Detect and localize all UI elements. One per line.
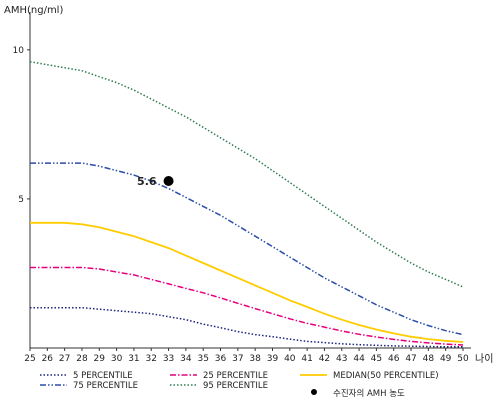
chart-axes: AMH(ng/ml) 나이 <box>4 5 493 365</box>
chart-legend: 5 PERCENTILE 25 PERCENTILE MEDIAN(50 PERCE… <box>40 371 439 399</box>
x-tick-label: 26 <box>42 354 54 364</box>
x-tick-label: 41 <box>301 354 312 364</box>
x-tick-label: 43 <box>336 354 347 364</box>
x-tick-label: 44 <box>353 354 365 364</box>
y-tick-label: 5 <box>18 195 24 205</box>
series-line-3 <box>30 162 464 336</box>
x-tick-label: 37 <box>232 354 243 364</box>
series-line-4 <box>29 60 464 288</box>
x-tick-label: 47 <box>405 354 416 364</box>
patient-amh-point <box>163 176 174 187</box>
x-tick-label: 40 <box>284 354 296 364</box>
x-tick-label: 45 <box>371 354 382 364</box>
legend-label-1: 25 PERCENTILE <box>203 371 268 381</box>
x-tick-label: 34 <box>180 354 192 364</box>
x-tick-label: 29 <box>94 354 106 364</box>
series-line-0 <box>30 306 463 348</box>
x-tick-label: 25 <box>24 354 35 364</box>
x-tick-label: 48 <box>423 354 435 364</box>
legend-label-0: 5 PERCENTILE <box>73 371 133 381</box>
patient-point-group: 5.6 <box>137 175 174 188</box>
x-tick-label: 30 <box>111 354 123 364</box>
x-tick-label: 35 <box>197 354 208 364</box>
x-tick-label: 36 <box>215 354 227 364</box>
legend-label-4: 95 PERCENTILE <box>203 381 268 391</box>
x-tick-label: 49 <box>440 354 452 364</box>
legend-point-marker <box>311 389 317 395</box>
x-tick-label: 50 <box>457 354 469 364</box>
y-axis-label: AMH(ng/ml) <box>4 5 63 16</box>
x-tick-label: 46 <box>388 354 400 364</box>
x-tick-label: 42 <box>319 354 330 364</box>
y-tick-label: 10 <box>13 46 25 56</box>
series-line-1 <box>30 266 464 346</box>
chart-ticks: 25 26 27 28 29 30 31 32 33 34 35 36 37 38 39 40 41 42 43 44… <box>13 46 469 364</box>
chart-series <box>29 60 464 348</box>
x-tick-label: 38 <box>249 354 261 364</box>
x-tick-label: 27 <box>59 354 70 364</box>
x-axis-label: 나이 <box>475 353 493 365</box>
x-tick-label: 39 <box>267 354 279 364</box>
legend-label-point: 수진자의 AMH 농도 <box>333 388 405 399</box>
patient-amh-label: 5.6 <box>137 175 157 188</box>
legend-label-3: 75 PERCENTILE <box>73 381 138 391</box>
x-tick-label: 28 <box>76 354 88 364</box>
x-tick-label: 32 <box>146 354 157 364</box>
legend-label-2: MEDIAN(50 PERCENTILE) <box>333 371 439 381</box>
series-line-2 <box>30 221 464 343</box>
x-tick-label: 33 <box>163 354 174 364</box>
x-tick-label: 31 <box>128 354 139 364</box>
